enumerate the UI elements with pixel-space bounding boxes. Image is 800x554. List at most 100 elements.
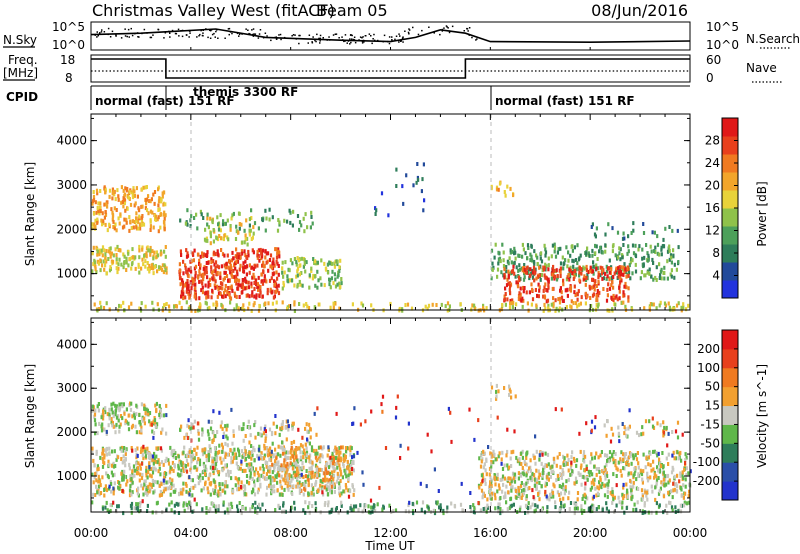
heatmap-cell	[159, 489, 162, 494]
heatmap-cell	[632, 456, 635, 461]
heatmap-cell	[221, 468, 224, 473]
heatmap-cell	[94, 431, 97, 436]
noise-point	[328, 36, 330, 38]
heatmap-cell	[297, 427, 300, 432]
heatmap-cell	[554, 500, 557, 505]
heatmap-cell	[278, 492, 282, 497]
heatmap-cell	[543, 294, 546, 299]
heatmap-cell	[170, 481, 173, 486]
heatmap-cell	[145, 185, 148, 189]
heatmap-cell	[156, 253, 159, 258]
heatmap-cell	[676, 228, 679, 233]
heatmap-cell	[122, 204, 125, 209]
heatmap-cell	[281, 270, 284, 275]
heatmap-cell	[236, 277, 239, 282]
heatmap-cell	[243, 446, 246, 451]
heatmap-cell	[526, 480, 529, 484]
heatmap-cell	[187, 505, 190, 510]
heatmap-cell	[144, 411, 147, 416]
heatmap-cell	[668, 248, 671, 253]
heatmap-cell	[119, 484, 122, 488]
heatmap-cell	[497, 261, 500, 266]
heatmap-cell	[655, 481, 658, 486]
noise-point	[341, 36, 343, 38]
heatmap-cell	[680, 493, 683, 498]
power-y-axis-label: Slant Range [km]	[23, 162, 37, 266]
heatmap-cell	[244, 276, 247, 281]
heatmap-cell	[190, 457, 193, 462]
heatmap-cell	[547, 263, 550, 268]
heatmap-cell	[671, 508, 674, 513]
heatmap-cell	[187, 291, 190, 296]
noise-point	[448, 30, 451, 32]
heatmap-cell	[645, 456, 648, 461]
heatmap-cell	[523, 263, 526, 267]
heatmap-cell	[211, 288, 214, 293]
heatmap-cell	[319, 445, 322, 450]
heatmap-cell	[291, 421, 294, 426]
heatmap-cell	[277, 444, 280, 449]
heatmap-cell	[152, 431, 156, 435]
heatmap-cell	[144, 484, 147, 489]
heatmap-cell	[102, 306, 106, 310]
heatmap-cell	[427, 303, 431, 308]
heatmap-cell	[332, 484, 335, 489]
heatmap-cell	[248, 217, 251, 222]
heatmap-cell	[128, 466, 131, 471]
heatmap-cell	[679, 450, 682, 455]
heatmap-cell	[604, 467, 607, 472]
heatmap-cell	[547, 282, 550, 287]
heatmap-cell	[557, 247, 560, 252]
heatmap-cell	[102, 459, 105, 464]
heatmap-cell	[684, 452, 687, 457]
heatmap-cell	[170, 449, 173, 454]
heatmap-cell	[243, 240, 246, 245]
heatmap-cell	[503, 190, 506, 194]
heatmap-cell	[180, 278, 184, 283]
heatmap-cell	[534, 434, 537, 439]
heatmap-cell	[501, 509, 504, 514]
heatmap-cell	[347, 477, 350, 481]
heatmap-cell	[534, 461, 537, 466]
heatmap-cell	[273, 279, 276, 284]
heatmap-cell	[407, 421, 410, 426]
heatmap-cell	[306, 437, 309, 442]
heatmap-cell	[117, 266, 120, 271]
heatmap-cell	[173, 503, 176, 508]
heatmap-cell	[330, 261, 333, 266]
heatmap-cell	[135, 403, 138, 408]
heatmap-cell	[508, 392, 511, 397]
heatmap-cell	[670, 274, 673, 279]
heatmap-cell	[274, 247, 277, 252]
heatmap-cell	[216, 237, 220, 242]
heatmap-cell	[584, 454, 587, 459]
heatmap-cell	[421, 500, 425, 505]
noise-point	[467, 30, 469, 32]
noise-point	[150, 36, 153, 39]
heatmap-cell	[490, 484, 493, 488]
heatmap-cell	[229, 224, 232, 228]
heatmap-cell	[352, 492, 355, 497]
heatmap-cell	[157, 199, 161, 204]
heatmap-cell	[118, 303, 121, 308]
heatmap-cell	[544, 250, 548, 255]
heatmap-cell	[202, 274, 205, 279]
freq-tick-high: 18	[60, 53, 75, 67]
heatmap-cell	[614, 302, 617, 307]
heatmap-cell	[549, 474, 552, 479]
noise-point	[401, 38, 404, 40]
heatmap-cell	[103, 248, 106, 253]
heatmap-cell	[310, 210, 313, 215]
heatmap-cell	[286, 484, 289, 489]
noise-point	[326, 39, 328, 41]
heatmap-cell	[269, 485, 272, 490]
heatmap-cell	[130, 477, 133, 481]
heatmap-cell	[598, 480, 601, 485]
heatmap-cell	[254, 420, 257, 424]
heatmap-cell	[509, 456, 512, 461]
heatmap-cell	[601, 507, 604, 512]
heatmap-cell	[250, 293, 254, 298]
heatmap-cell	[432, 508, 435, 513]
heatmap-cell	[212, 228, 215, 232]
